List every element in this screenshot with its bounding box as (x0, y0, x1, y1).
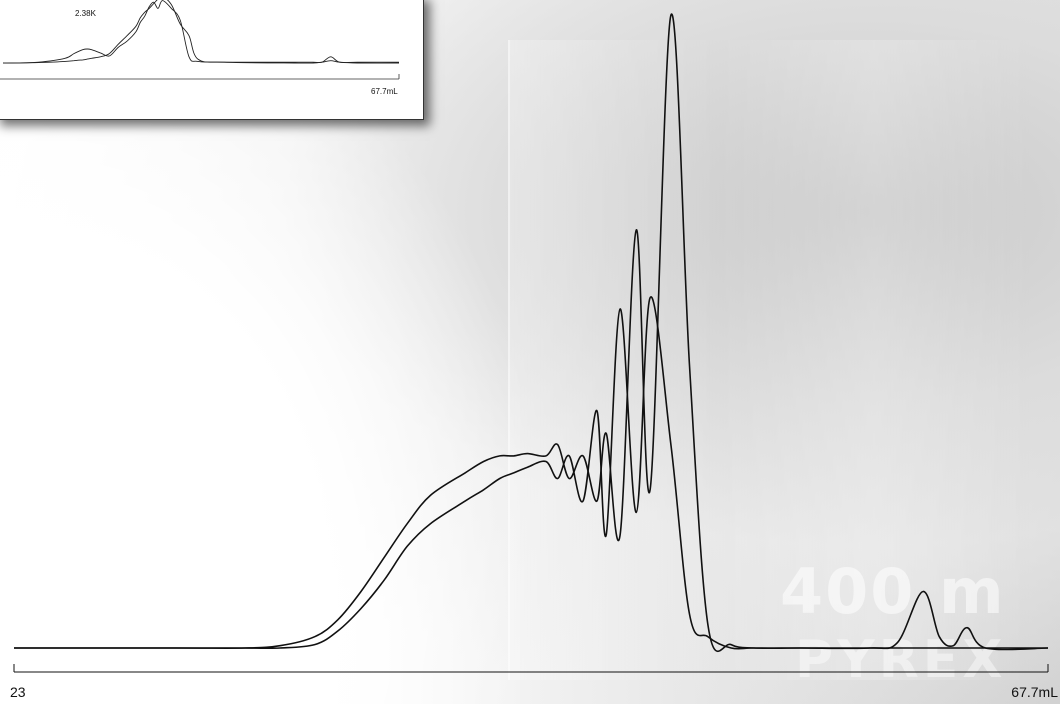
inset-x-tick-label-end: 67.7mL (371, 87, 398, 96)
inset-trace-1 (2, 0, 399, 64)
x-tick-label-end: 67.7mL (1011, 684, 1058, 700)
beaker-glass (508, 40, 1030, 680)
inset-annotation-label: 2.38K (75, 9, 96, 18)
x-tick-label-start: 23 (10, 684, 26, 700)
inset-chart (0, 0, 400, 80)
chromatogram-trace-2 (14, 296, 1049, 651)
inset-chart-panel: 2.38K 67.7mL (0, 0, 424, 120)
inset-trace-2 (2, 0, 400, 64)
beaker-graduation-marking: 400 m (780, 555, 1006, 628)
